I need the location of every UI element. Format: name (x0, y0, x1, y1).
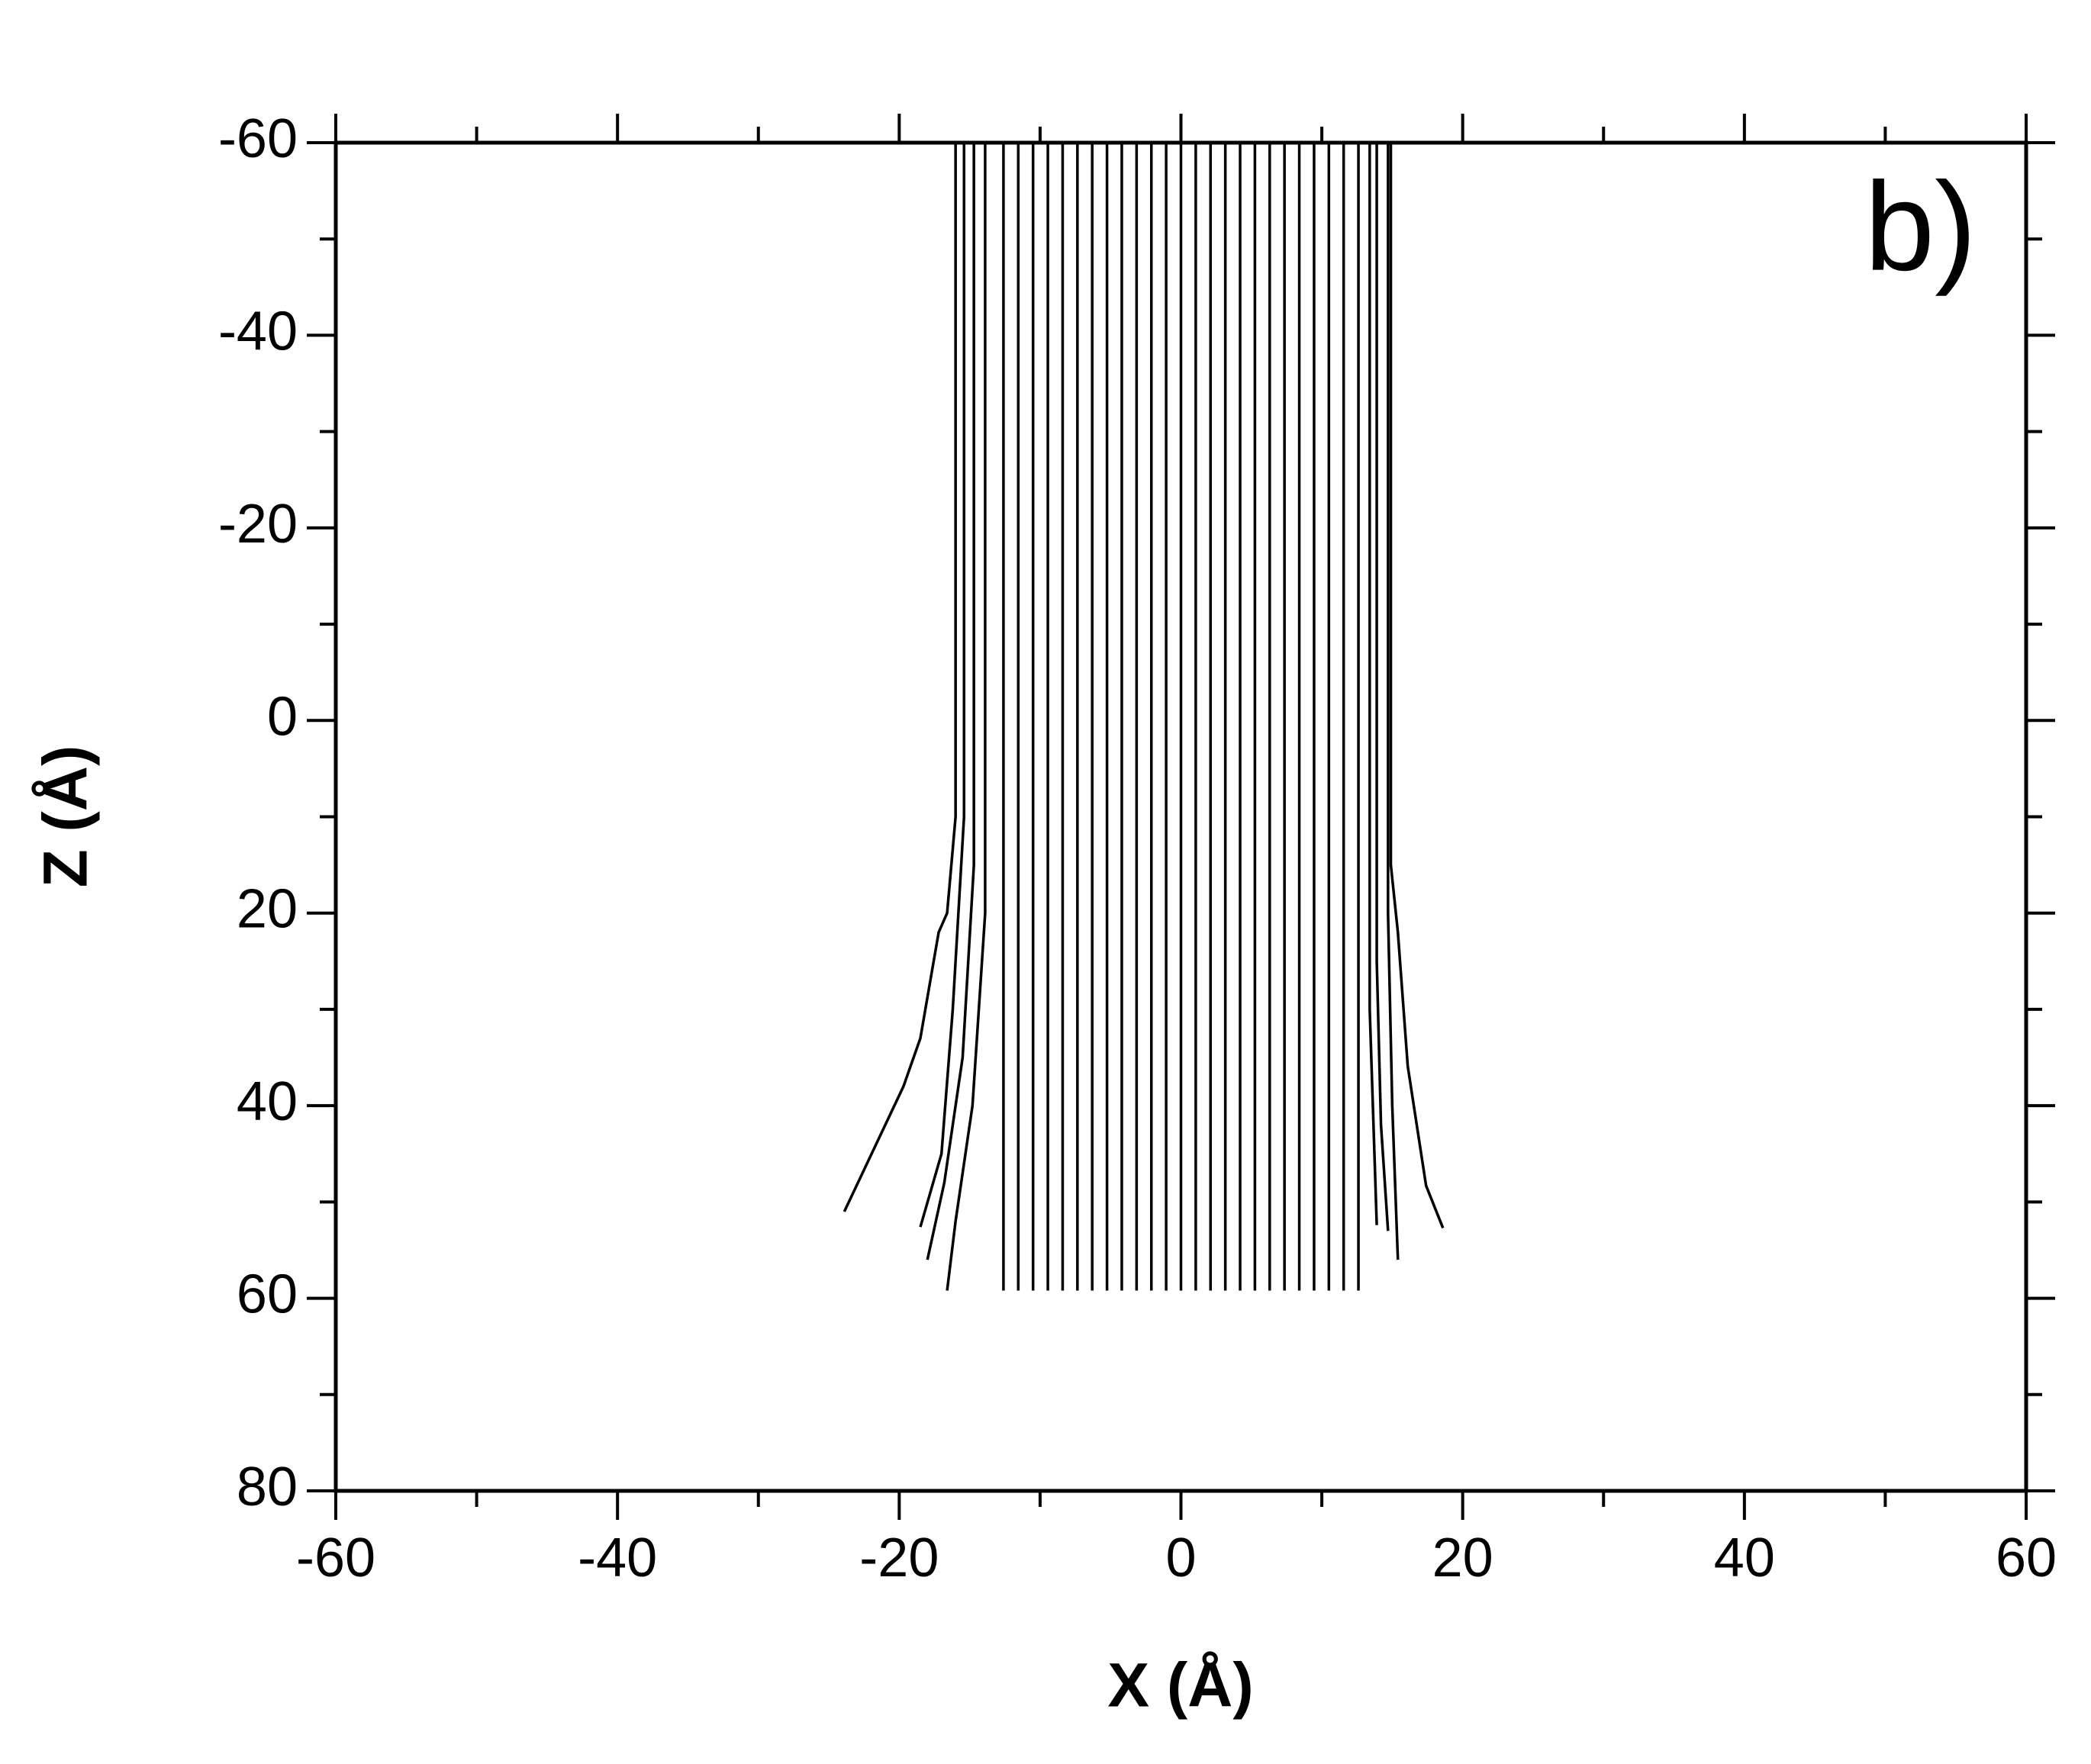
trajectory-line (843, 143, 957, 1212)
trajectory-line (1375, 143, 1390, 1231)
x-tick-label: -40 (578, 1527, 657, 1589)
trajectory-line (1387, 143, 1400, 1260)
trajectory-line (1368, 143, 1378, 1225)
x-tick-label: 60 (1996, 1527, 2057, 1589)
x-axis-label: X (Å) (1107, 1651, 1253, 1721)
trajectory-line (919, 143, 965, 1228)
trajectory-line (926, 143, 975, 1260)
y-tick-label: -40 (218, 301, 298, 362)
x-tick-label: -20 (859, 1527, 939, 1589)
y-tick-label: 20 (237, 879, 298, 940)
x-tick-label: 40 (1714, 1527, 1775, 1589)
y-axis-label: Z (Å) (31, 745, 101, 888)
y-tick-label: 0 (267, 686, 298, 747)
y-tick-label: 60 (237, 1264, 298, 1325)
x-tick-label: 20 (1432, 1527, 1493, 1589)
x-tick-label: -60 (296, 1527, 375, 1589)
trajectory-line (1389, 143, 1445, 1229)
trajectory-line (946, 143, 987, 1291)
y-tick-label: 40 (237, 1071, 298, 1132)
y-tick-label: 80 (237, 1457, 298, 1518)
y-tick-label: -20 (218, 494, 298, 555)
x-tick-label: 0 (1165, 1527, 1196, 1589)
y-tick-label: -60 (218, 108, 298, 169)
panel-label: b) (1864, 156, 1977, 297)
